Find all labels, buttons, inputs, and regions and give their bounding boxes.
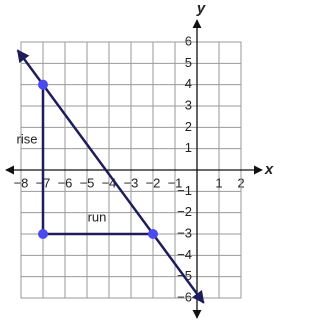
y-tick-label: −4 — [177, 247, 192, 262]
y-tick-label: 1 — [185, 140, 192, 155]
run-label: run — [88, 209, 107, 224]
point — [38, 229, 48, 239]
y-tick-label: −3 — [177, 225, 192, 240]
x-axis-label: x — [264, 161, 274, 178]
chart: −8−7−6−5−4−3−2−112654321−1−2−3−4−5−6xyri… — [5, 0, 274, 319]
x-tick-label: −6 — [58, 175, 73, 190]
y-tick-label: −1 — [177, 183, 192, 198]
y-tick-label: 4 — [185, 76, 192, 91]
point — [148, 229, 158, 239]
x-tick-label: −3 — [124, 175, 139, 190]
point — [38, 79, 48, 90]
rise-label: rise — [17, 131, 38, 146]
x-tick-label: 1 — [215, 175, 222, 190]
x-tick-label: −2 — [146, 175, 161, 190]
y-tick-label: 2 — [185, 119, 192, 134]
y-axis-label: y — [196, 0, 206, 17]
y-tick-label: 5 — [185, 55, 192, 70]
y-tick-label: −2 — [177, 204, 192, 219]
y-tick-label: 6 — [185, 33, 192, 48]
line — [16, 49, 205, 304]
y-tick-label: −6 — [177, 289, 192, 304]
x-tick-label: −5 — [80, 175, 95, 190]
y-tick-label: 3 — [185, 97, 192, 112]
